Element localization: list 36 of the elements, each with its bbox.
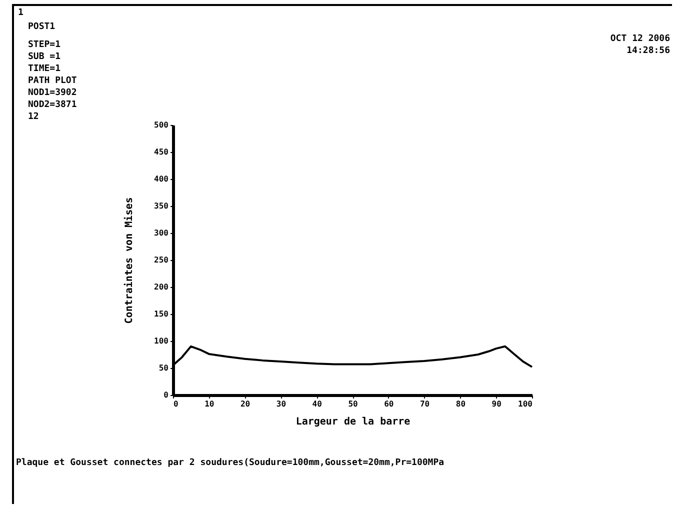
text: SUB =1 [28, 52, 61, 62]
y-axis-title: Contraintes von Mises [123, 197, 136, 324]
y-tick-label: 0 [164, 390, 169, 400]
x-tick-label: 0 [174, 400, 178, 408]
x-tick-label: 50 [348, 400, 358, 408]
text: 12 [28, 112, 39, 122]
x-tick-label: 20 [240, 400, 250, 408]
text: POST1 [28, 22, 56, 32]
y-tick-label: 100 [154, 336, 169, 346]
y-tick-label: 350 [154, 202, 169, 210]
text: PATH PLOT [28, 76, 77, 86]
x-axis-title: Largeur de la barre [296, 416, 410, 428]
text: Plaque et Gousset connectes par 2 soudures(Soudure=100mm,Gousset=20mm,Pr=100MPa [16, 458, 444, 468]
text: OCT 12 2006 [610, 34, 670, 44]
text: STEP=1 [28, 40, 61, 50]
y-tick-label: 150 [154, 310, 169, 318]
y-tick-label: 500 [154, 120, 169, 130]
x-tick-label: 90 [492, 400, 502, 408]
x-tick-label: 30 [276, 400, 286, 408]
text: 14:28:56 [626, 46, 670, 56]
x-tick-label: 10 [204, 400, 214, 408]
x-tick-label: 60 [384, 400, 394, 408]
x-tick-label: 100 [518, 400, 533, 408]
x-tick-label: 40 [312, 400, 322, 408]
y-tick-label: 300 [154, 228, 169, 238]
x-tick-label: 70 [420, 400, 430, 408]
text: NOD2=3871 [28, 100, 77, 110]
x-tick-label: 80 [456, 400, 466, 408]
y-tick-label: 250 [154, 256, 169, 264]
y-tick-label: 450 [154, 148, 169, 156]
text: TIME=1 [28, 64, 61, 74]
text: NOD1=3902 [28, 88, 77, 98]
y-tick-label: 400 [154, 174, 169, 184]
text: 1 [18, 8, 24, 18]
y-tick-label: 50 [158, 364, 169, 372]
y-tick-label: 200 [154, 282, 169, 292]
